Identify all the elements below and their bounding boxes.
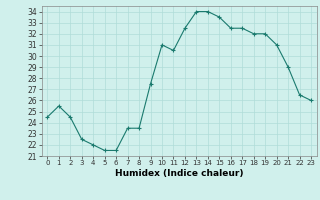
X-axis label: Humidex (Indice chaleur): Humidex (Indice chaleur)	[115, 169, 244, 178]
